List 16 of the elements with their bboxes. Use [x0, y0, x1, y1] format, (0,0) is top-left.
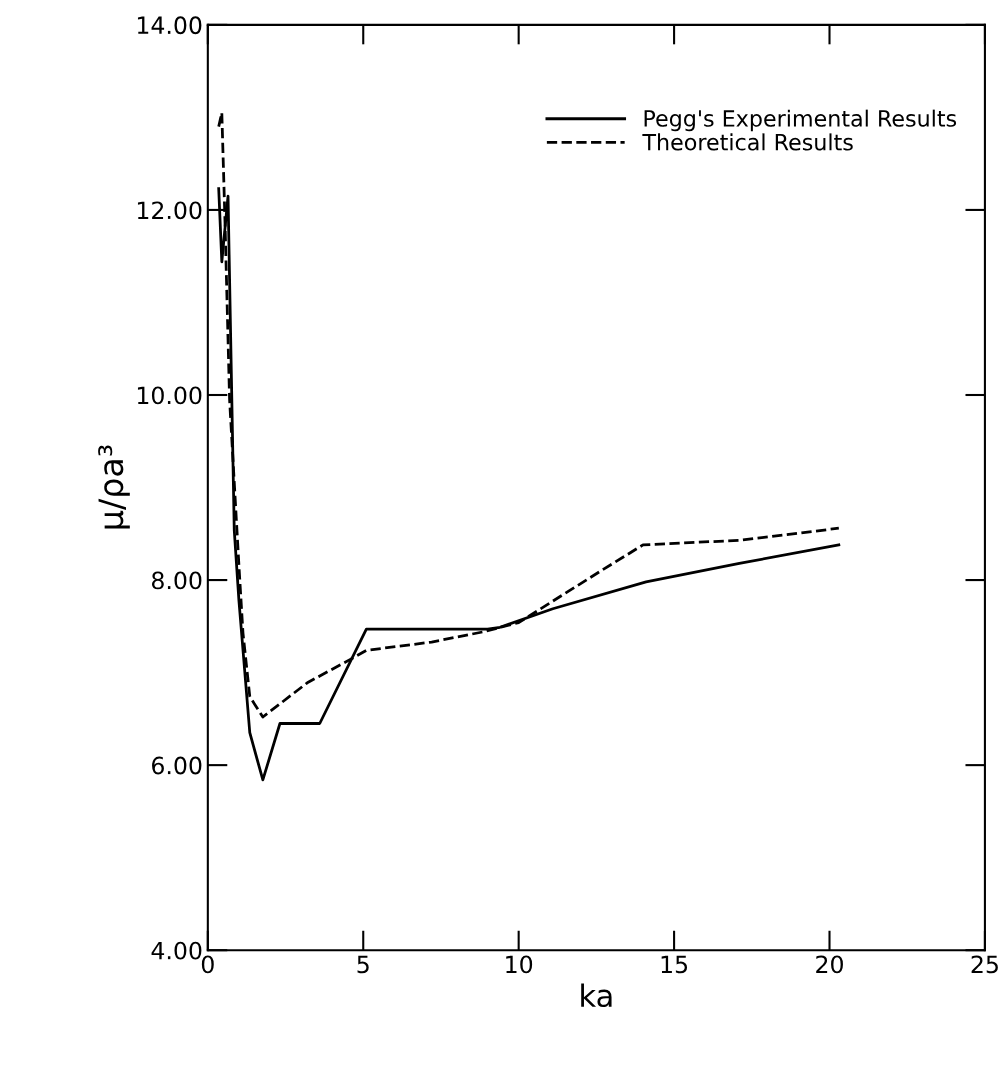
x-axis-title: ka — [581, 983, 612, 1008]
x-tick-label: 25 — [971, 955, 998, 974]
legend-label: Theoretical Results — [642, 133, 853, 151]
x-tick-label: 15 — [661, 955, 688, 974]
x-tick-label: 20 — [816, 955, 843, 974]
legend-label: Pegg's Experimental Results — [644, 109, 957, 132]
x-tick-label: 5 — [357, 955, 369, 974]
y-tick-label: 10.00 — [137, 386, 202, 405]
y-tick-label: 4.00 — [151, 941, 202, 960]
y-tick-label: 12.00 — [137, 201, 202, 220]
y-axis-title: μ/ρa³ — [98, 445, 130, 529]
y-tick-label: 8.00 — [152, 571, 202, 590]
x-tick-label: 0 — [201, 955, 214, 974]
x-tick-label: 10 — [506, 955, 533, 974]
y-tick-label: 6.00 — [152, 756, 202, 775]
y-tick-label: 14.00 — [137, 16, 202, 35]
